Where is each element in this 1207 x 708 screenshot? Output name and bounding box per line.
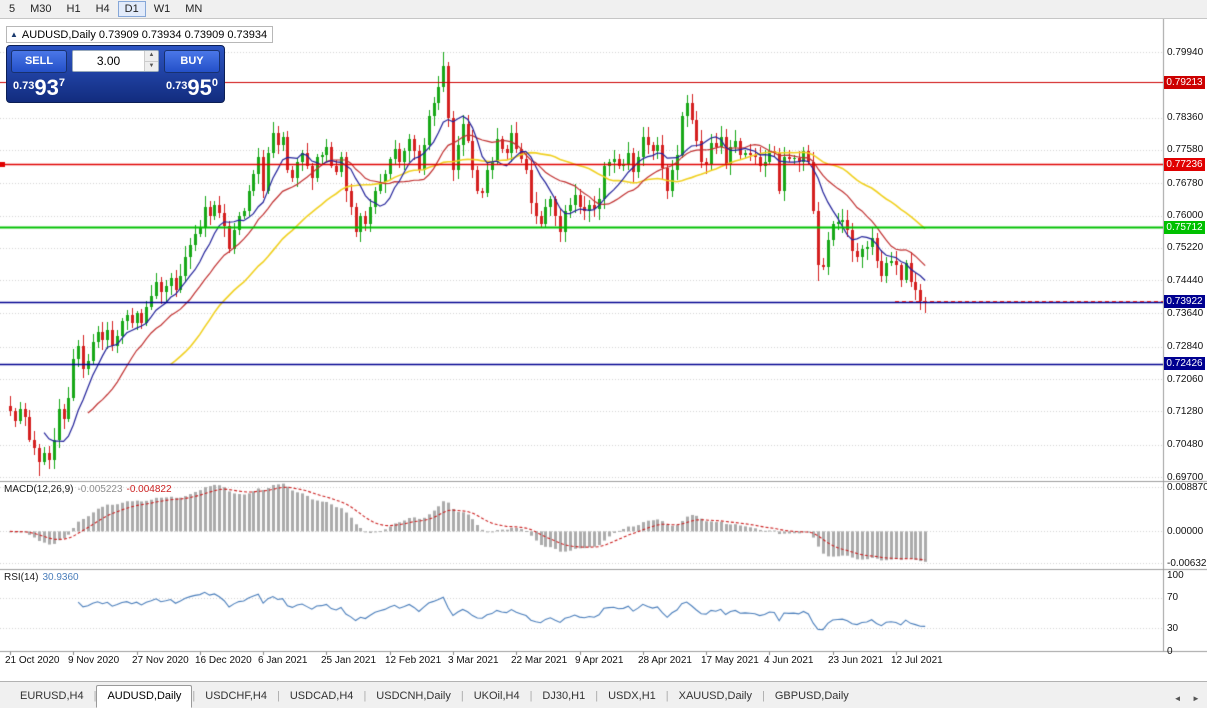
date-axis-label: 21 Oct 2020 — [5, 655, 60, 666]
chart-tab-usdx-h1[interactable]: USDX,H1 — [608, 690, 656, 702]
timeframe-button-h1[interactable]: H1 — [66, 3, 81, 15]
price-axis-label: 0.69700 — [1167, 472, 1204, 483]
chart-area[interactable]: ▲ AUDUSD,Daily 0.73909 0.73934 0.73909 0.… — [0, 19, 1207, 681]
date-axis-label: 3 Mar 2021 — [448, 655, 499, 666]
timeframe-toolbar: 5 M30 H1 H4 D1 W1 MN — [0, 0, 1207, 19]
volume-field[interactable]: ▲ ▼ — [72, 50, 159, 72]
chart-tab-eurusd-h4[interactable]: EURUSD,H4 — [20, 690, 84, 702]
date-axis-label: 16 Dec 2020 — [195, 655, 252, 666]
tab-separator: | — [529, 690, 533, 702]
price-axis-label: 0.77580 — [1167, 144, 1204, 155]
price-level-badge: 0.77236 — [1164, 158, 1205, 171]
volume-spinner: ▲ ▼ — [144, 51, 158, 71]
price-level-badge: 0.73922 — [1164, 295, 1205, 308]
price-chart-canvas[interactable] — [0, 19, 1207, 681]
tab-scroll-left-button[interactable]: ◄ — [1173, 694, 1182, 703]
tab-scroll-right-button[interactable]: ► — [1192, 694, 1200, 703]
price-axis-label: 0.76780 — [1167, 178, 1204, 189]
chart-tab-bar: EURUSD,H4 | AUDUSD,Daily | USDCHF,H4 | USDCAD,… — [0, 681, 1207, 708]
timeframe-button-d1[interactable]: D1 — [117, 1, 146, 17]
price-axis-label: 0.71280 — [1167, 406, 1204, 417]
tab-separator: | — [665, 690, 669, 702]
price-axis-label: 0.75220 — [1167, 242, 1204, 253]
tab-separator: | — [192, 690, 196, 702]
timeframe-button-w1[interactable]: W1 — [153, 3, 171, 15]
date-axis-label: 28 Apr 2021 — [638, 655, 692, 666]
buy-button[interactable]: BUY — [164, 49, 220, 73]
sell-button[interactable]: SELL — [11, 49, 67, 73]
price-axis-label: 0.74440 — [1167, 275, 1204, 286]
chart-tab-usdcad-h4[interactable]: USDCAD,H4 — [289, 690, 354, 702]
price-level-badge: 0.72426 — [1164, 357, 1205, 370]
date-axis-label: 12 Feb 2021 — [385, 655, 442, 666]
tab-separator: | — [761, 690, 765, 702]
date-axis-label: 27 Nov 2020 — [132, 655, 189, 666]
price-axis-label: 0.76000 — [1167, 210, 1204, 221]
volume-increase-button[interactable]: ▲ — [145, 51, 158, 61]
chart-tab-usdcnh-daily[interactable]: USDCNH,Daily — [376, 690, 451, 702]
timeframe-button-m30[interactable]: M30 — [30, 3, 52, 15]
chart-tab-audusd-daily[interactable]: AUDUSD,Daily — [96, 685, 193, 708]
chart-tab-xauusd-daily[interactable]: XAUUSD,Daily — [678, 690, 752, 702]
chart-ohlc-text: AUDUSD,Daily 0.73909 0.73934 0.73909 0.7… — [21, 29, 268, 41]
date-axis-label: 12 Jul 2021 — [891, 655, 943, 666]
sell-price: 0.73937 — [13, 75, 66, 100]
date-axis-label: 25 Jan 2021 — [321, 655, 377, 666]
rsi-name: RSI(14) — [4, 572, 39, 583]
timeframe-button-mn[interactable]: MN — [185, 3, 203, 15]
tab-separator: | — [93, 690, 97, 702]
buy-price: 0.73950 — [165, 75, 218, 100]
volume-input[interactable] — [73, 51, 144, 71]
volume-decrease-button[interactable]: ▼ — [145, 60, 158, 71]
collapse-panel-icon[interactable]: ▲ — [10, 30, 18, 39]
rsi-value: 30.9360 — [42, 572, 79, 583]
chart-tab-gbpusd-daily[interactable]: GBPUSD,Daily — [774, 690, 849, 702]
macd-indicator-label: MACD(12,26,9) -0.005223 -0.004822 — [4, 484, 172, 495]
macd-axis-label: -0.00632 — [1167, 558, 1207, 569]
tab-separator: | — [363, 690, 367, 702]
price-axis-label: 0.79940 — [1167, 47, 1204, 58]
date-axis-label: 17 May 2021 — [701, 655, 759, 666]
date-axis-label: 23 Jun 2021 — [828, 655, 884, 666]
date-axis-label: 6 Jan 2021 — [258, 655, 308, 666]
tab-separator: | — [595, 690, 599, 702]
rsi-axis-label: 100 — [1167, 570, 1184, 581]
chart-tab-dj30-h1[interactable]: DJ30,H1 — [542, 690, 586, 702]
price-axis-label: 0.78360 — [1167, 112, 1204, 123]
tab-separator: | — [460, 690, 464, 702]
timeframe-button-5[interactable]: 5 — [9, 3, 16, 15]
rsi-axis-label: 0 — [1167, 646, 1173, 657]
chart-tab-usdchf-h4[interactable]: USDCHF,H4 — [205, 690, 267, 702]
timeframe-button-h4[interactable]: H4 — [95, 3, 110, 15]
macd-axis-label: 0.008870 — [1167, 482, 1207, 493]
tab-separator: | — [277, 690, 280, 702]
macd-signal-value: -0.004822 — [126, 484, 172, 495]
chart-title-bar: ▲ AUDUSD,Daily 0.73909 0.73934 0.73909 0.… — [6, 26, 274, 43]
tab-scroll-buttons: ◄ ► — [1171, 688, 1203, 706]
rsi-axis-label: 70 — [1167, 592, 1179, 603]
price-level-badge: 0.79213 — [1164, 76, 1205, 89]
price-axis-label: 0.72840 — [1167, 341, 1204, 352]
price-level-badge: 0.75712 — [1164, 221, 1205, 234]
macd-axis-label: 0.00000 — [1167, 526, 1204, 537]
price-axis-label: 0.72060 — [1167, 374, 1204, 385]
macd-main-value: -0.005223 — [77, 484, 123, 495]
price-axis-label: 0.70480 — [1167, 439, 1204, 450]
date-axis-label: 9 Nov 2020 — [68, 655, 120, 666]
one-click-trading-panel: SELL ▲ ▼ BUY 0.73937 0.73950 — [6, 45, 225, 103]
chart-tab-ukoil-h4[interactable]: UKOil,H4 — [473, 690, 520, 702]
macd-name: MACD(12,26,9) — [4, 484, 74, 495]
rsi-axis-label: 30 — [1167, 623, 1179, 634]
date-axis-label: 22 Mar 2021 — [511, 655, 568, 666]
price-axis-label: 0.73640 — [1167, 308, 1204, 319]
rsi-indicator-label: RSI(14) 30.9360 — [4, 572, 79, 583]
date-axis-label: 4 Jun 2021 — [764, 655, 814, 666]
date-axis-label: 9 Apr 2021 — [575, 655, 624, 666]
